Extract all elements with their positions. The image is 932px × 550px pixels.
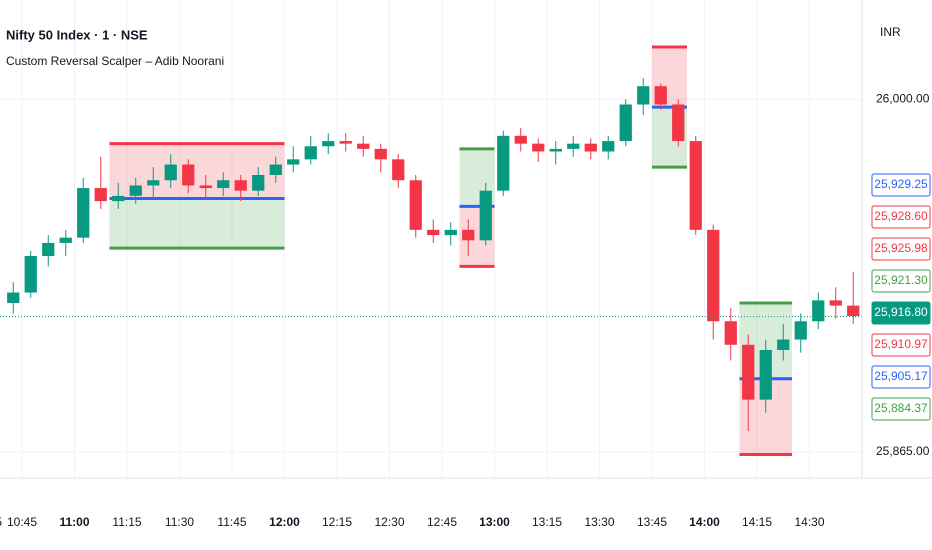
candle-body: [287, 159, 300, 165]
candle-body: [392, 159, 405, 181]
x-tick-label: 12:15: [322, 515, 352, 529]
x-tick-label: 12:00: [269, 515, 300, 529]
candle-body: [24, 255, 37, 293]
candle-body: [759, 350, 772, 400]
plot-area: [0, 0, 862, 478]
candle-body: [217, 180, 230, 189]
x-tick-label: 14:15: [742, 515, 772, 529]
x-tick-label: 11:30: [165, 515, 194, 529]
x-tick-label: 12:30: [374, 515, 404, 529]
candle-body: [619, 104, 632, 142]
candle-body: [7, 292, 20, 303]
candle-body: [654, 86, 667, 105]
indicator-name: Custom Reversal Scalper – Adib Noorani: [6, 54, 224, 68]
x-tick-label: 13:00: [479, 515, 510, 529]
price-label-box: [871, 205, 931, 229]
x-tick-label: 14:30: [794, 515, 824, 529]
x-tick-label: 14:45: [0, 515, 2, 529]
candle-body: [322, 141, 335, 147]
candle-body: [339, 141, 352, 144]
price-label: 25,905.17: [874, 369, 928, 383]
x-tick-label: 12:45: [427, 515, 457, 529]
x-tick-label: 13:15: [532, 515, 562, 529]
candle-body: [59, 237, 72, 243]
currency: INR: [880, 25, 901, 39]
candle-body: [637, 86, 650, 105]
x-tick-label: 13:30: [584, 515, 614, 529]
price-label: 25,921.30: [874, 273, 928, 287]
chart-title: Nifty 50 Index · 1 · NSE: [6, 27, 148, 42]
candle-body: [357, 143, 370, 149]
price-label: 25,916.80: [874, 305, 928, 319]
candle-body: [147, 180, 160, 186]
x-tick-label: 11:45: [217, 515, 246, 529]
candle-body: [164, 164, 177, 181]
price-label-box: [871, 301, 931, 325]
candle-body: [777, 339, 790, 351]
price-label: 25,925.98: [874, 241, 928, 255]
y-tick-label: 26,000.00: [876, 91, 930, 105]
candle-body: [742, 344, 755, 400]
candle-body: [182, 164, 195, 186]
candle-body: [602, 141, 615, 152]
zone-lower: [109, 198, 285, 249]
price-label: 25,910.97: [874, 337, 928, 351]
x-tick-label: 10:45: [7, 515, 37, 529]
x-tick-label: 13:45: [637, 515, 667, 529]
candle-body: [234, 180, 247, 191]
price-label-box: [871, 173, 931, 197]
x-tick-label: 14:00: [689, 515, 720, 529]
x-tick-label: 11:00: [59, 515, 89, 529]
candle-body: [479, 190, 492, 241]
candle-body: [497, 135, 510, 191]
candle-body: [374, 148, 387, 160]
candle-body: [462, 229, 475, 241]
candle-body: [304, 146, 317, 160]
price-label-box: [871, 333, 931, 357]
candle-body: [94, 188, 107, 202]
candle-body: [672, 104, 685, 142]
candle-body: [567, 143, 580, 149]
candle-body: [77, 188, 90, 238]
candle-body: [514, 135, 527, 144]
candle-body: [532, 143, 545, 152]
candle-body: [199, 185, 212, 189]
candle-body: [847, 305, 860, 317]
price-label-box: [871, 397, 931, 421]
candle-body: [409, 180, 422, 230]
candle-body: [584, 143, 597, 152]
candle-body: [549, 148, 562, 152]
y-tick-label: 25,865.00: [876, 444, 930, 458]
candle-body: [829, 300, 842, 306]
price-label: 25,928.60: [874, 209, 928, 223]
price-label-box: [871, 269, 931, 293]
price-label-box: [871, 237, 931, 261]
candle-body: [269, 164, 282, 176]
candle-body: [129, 185, 142, 196]
candle-body: [689, 141, 702, 230]
candle-body: [112, 195, 125, 202]
price-label: 25,884.37: [874, 401, 928, 415]
price-label: 25,929.25: [874, 177, 928, 191]
candle-body: [794, 321, 807, 340]
candle-body: [427, 229, 440, 236]
candle-body: [812, 300, 825, 322]
x-tick-label: 11:15: [112, 515, 141, 529]
candle-body: [444, 229, 457, 236]
candle-body: [252, 175, 265, 191]
candle-body: [42, 242, 55, 256]
price-label-box: [871, 365, 931, 389]
candle-body: [707, 229, 720, 322]
candle-body: [724, 321, 737, 345]
